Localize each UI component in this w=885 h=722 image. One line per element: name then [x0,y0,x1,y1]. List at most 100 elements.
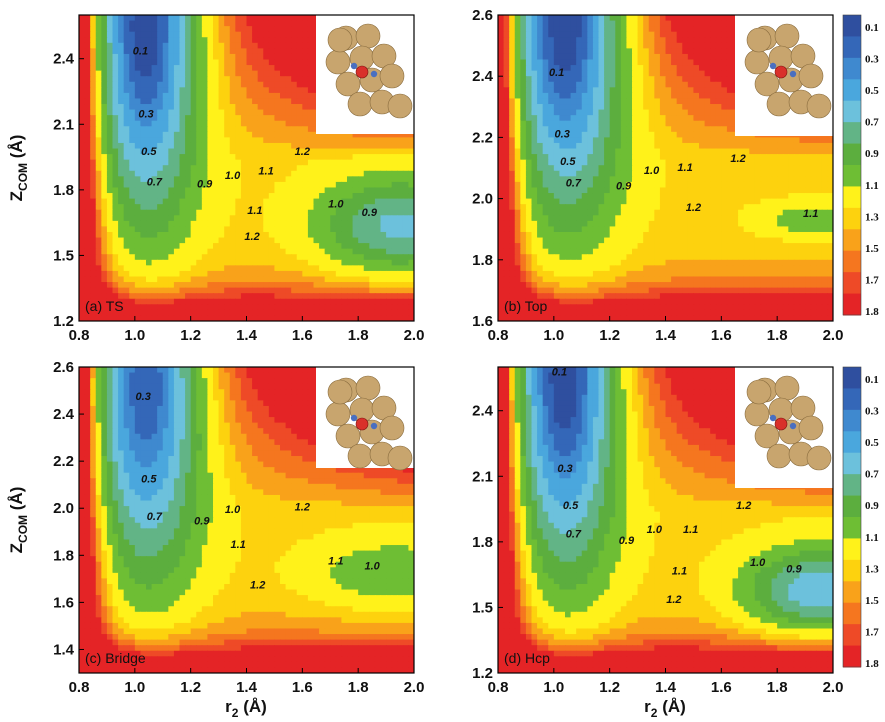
contour-cell [129,193,136,200]
contour-cell [190,120,197,127]
contour-cell [140,220,147,228]
contour-cell [587,137,594,144]
contour-cell [341,309,348,317]
contour-cell [235,131,242,138]
contour-cell [240,276,248,283]
contour-cell [341,298,348,305]
contour-cell [525,20,533,27]
contour-cell [687,115,695,122]
contour-cell [335,265,343,272]
contour-cell [79,193,86,200]
contour-cell [146,209,153,216]
contour-cell [201,37,209,44]
contour-cell [95,237,102,244]
contour-cell [291,159,298,166]
contour-cell [358,231,365,239]
contour-cell [173,270,181,278]
contour-cell [676,65,683,72]
contour-cell [235,254,242,261]
contour-cell [179,137,186,144]
contour-cell [509,142,516,150]
contour-cell [358,237,365,244]
contour-cell [615,59,622,66]
contour-cell [235,304,242,311]
contour-cell [307,298,315,305]
contour-cell [257,204,264,211]
contour-cell [637,104,644,111]
contour-cell [240,198,248,205]
contour-cell [559,131,566,138]
contour-cell [363,226,370,233]
contour-cell [659,137,667,144]
contour-cell [715,53,722,61]
contour-cell [570,131,577,138]
contour-cell [268,265,276,272]
contour-cell [112,31,119,38]
contour-cell [665,92,672,100]
contour-cell [246,181,253,189]
contour-cell [699,87,706,94]
contour-cell [699,26,706,33]
contour-cell [123,98,130,105]
contour-cell [782,142,789,150]
contour-cell [520,87,527,94]
contour-cell [285,287,292,294]
contour-cell [252,193,259,200]
contour-cell [101,159,108,166]
contour-cell [559,70,566,77]
contour-cell [341,293,348,300]
contour-cell [240,70,248,77]
contour-cell [106,287,114,294]
contour-cell [514,165,521,172]
contour-cell [581,109,588,116]
contour-cell [162,231,169,239]
contour-cell [307,215,315,222]
contour-cell [570,15,577,22]
contour-cell [726,104,734,111]
contour-cell [341,159,348,166]
contour-cell [112,42,119,49]
contour-cell [185,176,192,183]
contour-cell [704,154,711,161]
contour-cell [531,115,538,122]
contour-cell [704,87,711,94]
contour-cell [598,37,605,44]
contour-cell [302,248,309,255]
contour-cell [280,304,287,311]
contour-cell [196,226,203,233]
contour-cell [788,154,795,161]
contour-cell [84,193,91,200]
contour-cell [654,92,661,100]
contour-cell [168,243,175,250]
contour-cell [402,276,410,283]
contour-cell [659,92,667,100]
contour-cell [252,142,259,150]
contour-cell [118,159,125,166]
contour-cell [659,26,667,33]
contour-cell [704,137,711,144]
contour-cell [380,198,387,205]
contour-cell [207,254,214,261]
contour-cell [196,243,203,250]
contour-cell [777,148,784,155]
contour-cell [330,304,337,311]
contour-cell [240,248,248,255]
contour-cell [134,265,142,272]
contour-cell [229,142,236,150]
contour-cell [313,237,320,244]
contour-cell [604,142,611,150]
contour-cell [715,142,722,150]
contour-cell [682,42,689,49]
contour-cell [374,315,382,321]
contour-cell [514,126,521,133]
contour-cell [793,142,801,150]
contour-cell [173,59,181,66]
contour-cell [95,226,102,233]
contour-cell [498,65,505,72]
contour-cell [224,59,231,66]
contour-cell [358,215,365,222]
contour-cell [358,187,365,194]
contour-cell [106,159,114,166]
contour-cell [408,287,414,294]
contour-cell [162,176,169,183]
